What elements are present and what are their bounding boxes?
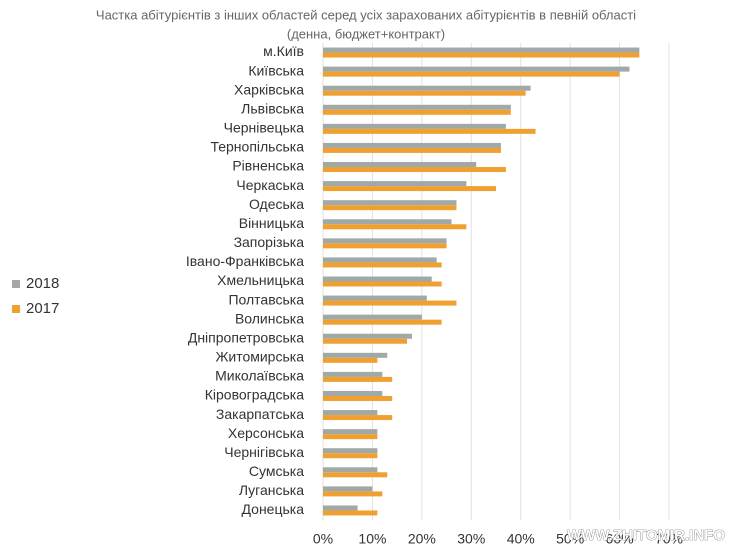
- bar: [323, 295, 427, 301]
- bar: [323, 390, 383, 396]
- bar: [323, 257, 437, 263]
- bar: [323, 338, 408, 344]
- bar: [323, 429, 378, 435]
- x-tick-label: 40%: [507, 531, 535, 547]
- bar: [323, 162, 477, 168]
- bar: [323, 510, 378, 516]
- y-tick-label: Івано-Франківська: [186, 253, 304, 269]
- y-tick-label: Чернівецька: [224, 120, 305, 136]
- bar: [323, 52, 640, 58]
- y-tick-label: Херсонська: [228, 425, 304, 441]
- y-tick-label: Миколаївська: [215, 368, 304, 384]
- bar: [323, 238, 447, 244]
- bar: [323, 395, 393, 401]
- y-tick-label: Черкаська: [236, 177, 304, 193]
- bar: [323, 224, 467, 230]
- y-tick-label: Хмельницька: [217, 272, 304, 288]
- y-tick-label: Волинська: [235, 310, 304, 326]
- bar: [323, 90, 526, 96]
- x-tick-label: 70%: [655, 531, 683, 547]
- bar: [323, 491, 383, 497]
- bar: [323, 486, 373, 492]
- bar: [323, 128, 536, 134]
- chart-subtitle: (денна, бюджет+контракт): [287, 26, 445, 41]
- y-tick-label: Київська: [248, 62, 304, 78]
- bar: [323, 142, 501, 148]
- bar: [323, 434, 378, 440]
- watermark: WWW.ZHITOMIR.INFO: [567, 527, 725, 544]
- y-tick-label: Тернопільська: [210, 139, 304, 155]
- bar: [323, 104, 511, 110]
- bar: [323, 448, 378, 454]
- y-tick-label: Запорізька: [234, 234, 305, 250]
- y-tick-label: м.Київ: [263, 43, 304, 59]
- bar: [323, 167, 506, 173]
- bar: [323, 262, 442, 268]
- bar: [323, 415, 393, 421]
- bar: [323, 205, 457, 211]
- bar: [323, 109, 511, 115]
- x-tick-label: 30%: [457, 531, 485, 547]
- legend-swatch: [12, 280, 20, 288]
- bar: [323, 147, 501, 153]
- bar: [323, 300, 457, 306]
- legend-label: 2018: [26, 275, 59, 292]
- x-tick-label: 10%: [358, 531, 386, 547]
- legend-swatch: [12, 305, 20, 313]
- bar: [323, 281, 442, 287]
- bar: [323, 376, 393, 382]
- y-tick-label: Вінницька: [239, 215, 304, 231]
- bar: [323, 66, 630, 72]
- bar: [323, 219, 452, 225]
- bar: [323, 505, 358, 511]
- y-tick-label: Харківська: [234, 81, 304, 97]
- bar: [323, 181, 467, 187]
- bar: [323, 71, 620, 77]
- y-tick-label: Чернігівська: [224, 444, 304, 460]
- bar: [323, 319, 442, 325]
- bar: [323, 276, 432, 282]
- x-tick-label: 20%: [408, 531, 436, 547]
- y-tick-label: Рівненська: [232, 158, 304, 174]
- y-tick-label: Кіровоградська: [205, 387, 304, 403]
- bar: [323, 333, 412, 339]
- y-tick-label: Полтавська: [228, 291, 304, 307]
- y-tick-label: Луганська: [239, 482, 304, 498]
- bar: [323, 357, 378, 363]
- x-tick-label: 60%: [606, 531, 634, 547]
- bar: [323, 352, 388, 358]
- bar: [323, 472, 388, 478]
- y-tick-label: Закарпатська: [216, 406, 304, 422]
- y-tick-label: Житомирська: [215, 349, 304, 365]
- y-tick-label: Сумська: [249, 463, 304, 479]
- bar: [323, 243, 447, 249]
- legend-label: 2017: [26, 300, 59, 317]
- x-tick-label: 0%: [313, 531, 333, 547]
- bar: [323, 467, 378, 473]
- y-tick-label: Дніпропетровська: [188, 329, 304, 345]
- x-tick-label: 50%: [556, 531, 584, 547]
- y-tick-label: Донецька: [242, 501, 305, 517]
- bar: [323, 371, 383, 377]
- bar: [323, 85, 531, 91]
- bar: [323, 453, 378, 459]
- bar: [323, 410, 378, 416]
- y-tick-label: Одеська: [249, 196, 304, 212]
- bar: [323, 123, 506, 129]
- bar: [323, 314, 422, 320]
- bar: [323, 186, 496, 192]
- chart-title: Частка абітурієнтів з інших областей сер…: [96, 7, 636, 22]
- y-tick-label: Львівська: [241, 100, 304, 116]
- bar: [323, 200, 457, 206]
- bar: [323, 47, 640, 53]
